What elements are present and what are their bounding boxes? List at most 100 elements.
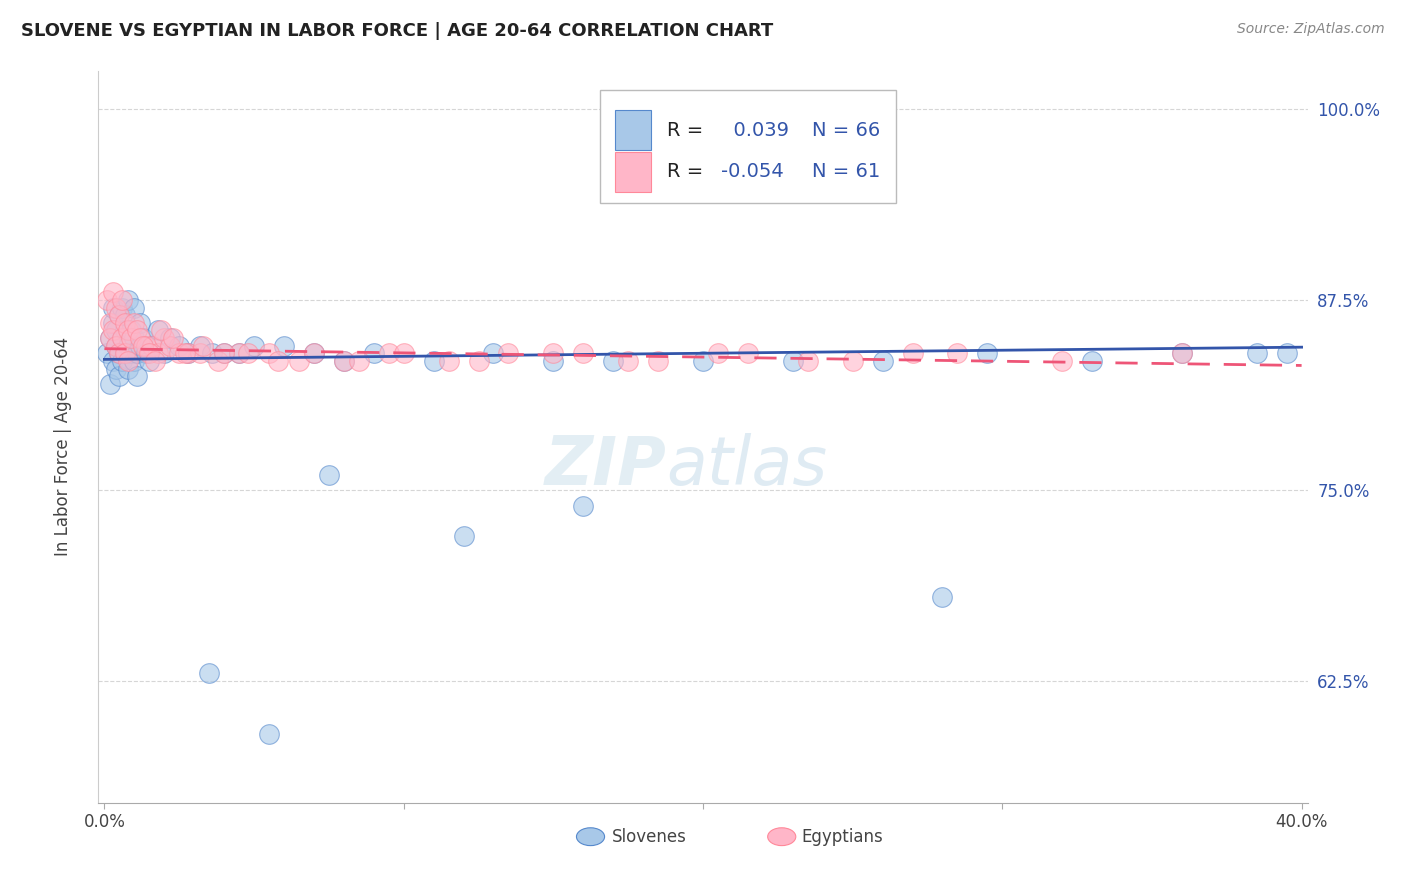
- Point: [212, 346, 235, 360]
- Point: [141, 338, 163, 352]
- Point: [1171, 346, 1194, 360]
- Point: [692, 354, 714, 368]
- Point: [288, 354, 311, 368]
- Point: [841, 354, 863, 368]
- Point: [228, 346, 250, 360]
- Point: [737, 346, 759, 360]
- Point: [212, 346, 235, 360]
- Point: [105, 301, 128, 315]
- Point: [267, 354, 290, 368]
- Point: [153, 331, 176, 345]
- Point: [111, 331, 134, 345]
- FancyBboxPatch shape: [614, 110, 651, 151]
- Point: [105, 338, 128, 352]
- Point: [114, 308, 136, 322]
- Point: [103, 285, 125, 300]
- Point: [167, 346, 190, 360]
- Point: [498, 346, 520, 360]
- Point: [318, 468, 340, 483]
- Point: [243, 338, 266, 352]
- Point: [193, 338, 215, 352]
- Text: ZIP: ZIP: [546, 434, 666, 500]
- Point: [363, 346, 385, 360]
- Point: [127, 323, 149, 337]
- Point: [602, 354, 624, 368]
- Point: [617, 354, 640, 368]
- Point: [159, 338, 181, 352]
- Point: [103, 354, 125, 368]
- Point: [127, 346, 149, 360]
- Point: [572, 499, 595, 513]
- Point: [159, 331, 181, 345]
- Point: [174, 346, 197, 360]
- Point: [188, 338, 211, 352]
- Point: [198, 666, 221, 681]
- Point: [377, 346, 399, 360]
- Text: N = 61: N = 61: [811, 162, 880, 181]
- Point: [114, 346, 136, 360]
- Point: [111, 301, 134, 315]
- Point: [167, 338, 190, 352]
- Point: [901, 346, 924, 360]
- Point: [177, 346, 200, 360]
- Point: [201, 346, 224, 360]
- Point: [347, 354, 370, 368]
- Point: [135, 338, 157, 352]
- Point: [129, 316, 152, 330]
- Point: [572, 346, 595, 360]
- Point: [96, 346, 118, 360]
- Point: [105, 361, 128, 376]
- Point: [120, 323, 142, 337]
- FancyBboxPatch shape: [614, 152, 651, 192]
- Point: [422, 354, 444, 368]
- Point: [120, 346, 142, 360]
- Point: [392, 346, 415, 360]
- Point: [153, 346, 176, 360]
- Point: [111, 293, 134, 307]
- Point: [138, 354, 160, 368]
- Point: [647, 354, 669, 368]
- Point: [135, 346, 157, 360]
- Point: [132, 331, 155, 345]
- Point: [1171, 346, 1194, 360]
- Point: [111, 354, 134, 368]
- Point: [117, 354, 139, 368]
- Point: [797, 354, 820, 368]
- Point: [1081, 354, 1104, 368]
- Point: [100, 316, 122, 330]
- Point: [257, 727, 280, 741]
- Point: [103, 301, 125, 315]
- Point: [124, 354, 146, 368]
- Point: [302, 346, 325, 360]
- Point: [117, 293, 139, 307]
- Point: [124, 331, 146, 345]
- Text: R =: R =: [666, 162, 703, 181]
- Text: R =: R =: [666, 120, 703, 140]
- Point: [946, 346, 969, 360]
- Point: [138, 346, 160, 360]
- Point: [207, 354, 229, 368]
- Point: [143, 354, 166, 368]
- Point: [124, 316, 146, 330]
- Point: [117, 338, 139, 352]
- Point: [114, 316, 136, 330]
- Point: [872, 354, 894, 368]
- Point: [273, 338, 295, 352]
- Point: [177, 346, 200, 360]
- Point: [543, 346, 565, 360]
- Point: [228, 346, 250, 360]
- Point: [162, 331, 184, 345]
- Text: atlas: atlas: [666, 434, 828, 500]
- Point: [129, 331, 152, 345]
- Point: [148, 323, 170, 337]
- Point: [467, 354, 489, 368]
- Point: [100, 331, 122, 345]
- Point: [707, 346, 730, 360]
- Text: Source: ZipAtlas.com: Source: ZipAtlas.com: [1237, 22, 1385, 37]
- Point: [103, 323, 125, 337]
- Point: [117, 323, 139, 337]
- Point: [108, 308, 131, 322]
- Point: [976, 346, 998, 360]
- Point: [453, 529, 475, 543]
- Text: Egyptians: Egyptians: [801, 828, 883, 846]
